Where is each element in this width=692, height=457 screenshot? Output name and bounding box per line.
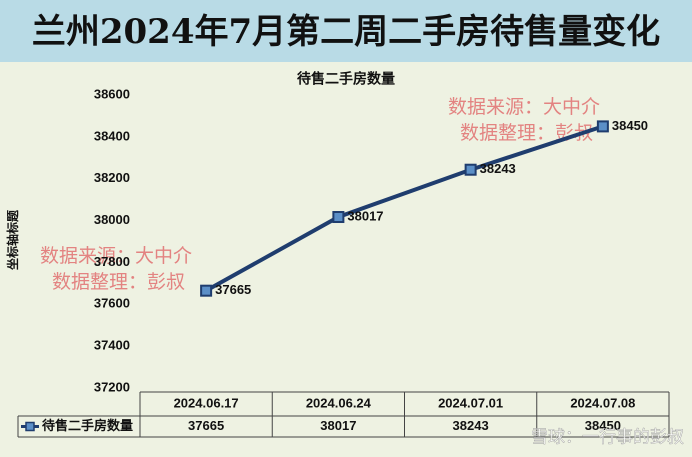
watermark: 雪球：一行事的彭叔	[531, 427, 684, 446]
data-label: 37665	[215, 282, 251, 297]
x-tick-label: 2024.07.01	[438, 395, 503, 410]
annotation: 数据来源：大中介	[448, 96, 600, 118]
data-label: 38450	[612, 118, 648, 133]
annotation: 数据整理：彭叔	[460, 122, 593, 144]
data-label: 38017	[347, 208, 383, 223]
data-label: 38243	[480, 161, 516, 176]
legend-label: 待售二手房数量	[41, 418, 133, 433]
page-title: 兰州2024年7月第二周二手房待售量变化	[32, 12, 660, 52]
legend-marker	[25, 421, 35, 432]
title-banner	[0, 0, 692, 62]
table-value: 38243	[453, 418, 489, 433]
annotation: 数据来源：大中介	[40, 245, 192, 267]
chart-title: 待售二手房数量	[297, 71, 395, 87]
x-tick-label: 2024.06.17	[174, 395, 239, 410]
y-tick-label: 38400	[94, 128, 130, 143]
table-value: 38017	[320, 418, 356, 433]
y-axis-label: 坐标轴标题	[5, 209, 20, 270]
annotation: 数据整理：彭叔	[52, 271, 185, 293]
y-tick-label: 38200	[94, 170, 130, 185]
x-tick-label: 2024.07.08	[570, 395, 635, 410]
marker	[200, 284, 213, 297]
y-tick-label: 37600	[94, 296, 130, 311]
y-tick-label: 38000	[94, 212, 130, 227]
marker	[464, 163, 477, 176]
y-tick-label: 37200	[94, 379, 130, 394]
marker	[596, 120, 609, 133]
y-tick-label: 37800	[94, 254, 130, 269]
marker	[332, 211, 345, 224]
y-tick-label: 38600	[94, 86, 130, 101]
series-line	[205, 124, 604, 293]
table-value: 37665	[188, 418, 224, 433]
table-value: 38450	[585, 418, 621, 433]
y-tick-label: 37400	[94, 338, 130, 353]
x-tick-label: 2024.06.24	[306, 395, 372, 410]
